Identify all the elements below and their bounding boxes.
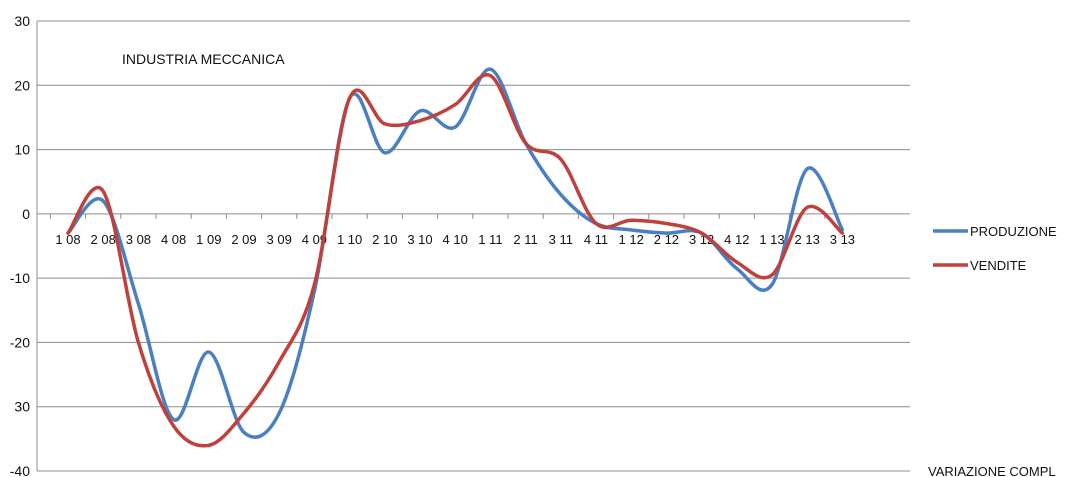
legend-label-vendite: VENDITE [970, 258, 1027, 273]
series-line-vendite [66, 73, 845, 448]
y-tick-label: 0 [22, 206, 30, 222]
x-tick-label: 1 09 [196, 232, 221, 247]
x-tick-label: 1 11 [478, 232, 502, 247]
series-lines [66, 67, 845, 448]
x-tick-label: 4 11 [584, 232, 608, 247]
x-tick-labels: 1 08 2 08 3 08 4 08 1 09 2 09 3 09 4 09 1 10 2 10… [49, 213, 855, 247]
x-tick-label: 3 10 [407, 232, 432, 247]
gridlines [36, 20, 910, 472]
x-tick-label: 3 08 [126, 232, 151, 247]
x-tick-label: 4 10 [443, 232, 468, 247]
x-tick-label: 2 11 [513, 232, 537, 247]
chart-title: INDUSTRIA MECCANICA [122, 51, 285, 67]
x-tick-label: 3 13 [830, 232, 855, 247]
x-tick-label: 2 12 [654, 232, 679, 247]
x-tick-label: 4 09 [302, 232, 327, 247]
y-tick-label: 20 [14, 77, 30, 93]
y-tick-label: -10 [10, 270, 30, 286]
x-tick-label: 3 11 [549, 232, 573, 247]
x-tick-label: 3 09 [267, 232, 292, 247]
x-tick-label: 4 08 [161, 232, 186, 247]
x-tick-label: 1 10 [337, 232, 362, 247]
legend: PRODUZIONE VENDITE [933, 224, 1057, 273]
x-tick-label: 1 12 [619, 232, 644, 247]
x-tick-label: 4 12 [724, 232, 749, 247]
y-tick-label: 30 [14, 13, 30, 29]
x-axis-label: VARIAZIONE COMPL [928, 464, 1056, 477]
x-tick-label: 2 10 [372, 232, 397, 247]
x-tick-label: 2 13 [795, 232, 820, 247]
x-tick-label: 1 13 [759, 232, 784, 247]
y-tick-label: 10 [14, 142, 30, 158]
y-tick-labels: -40 30 -20 -10 0 10 20 30 [10, 13, 30, 477]
legend-label-produzione: PRODUZIONE [970, 224, 1057, 239]
x-tick-label: 2 08 [91, 232, 116, 247]
x-tick-label: 1 08 [55, 232, 80, 247]
y-tick-label: -20 [10, 334, 30, 350]
x-tick-label: 2 09 [231, 232, 256, 247]
y-tick-label: 30 [14, 399, 30, 415]
y-tick-label: -40 [10, 463, 30, 477]
